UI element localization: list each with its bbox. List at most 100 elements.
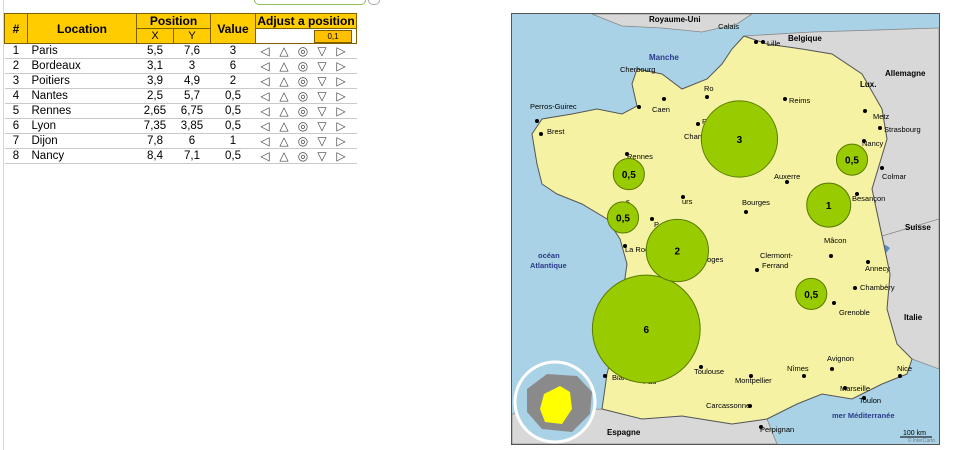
arrow-down-icon[interactable]: ▽ — [317, 104, 327, 118]
row-header-edge — [3, 0, 4, 450]
cell-value: 1 — [210, 133, 256, 149]
city-dot — [755, 268, 759, 272]
map-france: Royaume-Uni Belgique Lux. Allemagne Suisse It… — [511, 13, 940, 445]
cell-y: 5,7 — [173, 88, 211, 104]
city-label-nimes: Nîmes — [787, 364, 809, 373]
arrow-center-icon[interactable]: ◎ — [297, 74, 309, 88]
arrow-right-icon[interactable]: ▷ — [336, 59, 346, 73]
arrow-right-icon[interactable]: ▷ — [336, 119, 346, 133]
arrow-down-icon[interactable]: ▽ — [317, 59, 327, 73]
arrow-left-icon[interactable]: ◁ — [260, 119, 270, 133]
arrow-up-icon[interactable]: △ — [279, 134, 289, 148]
option-control-top[interactable] — [368, 0, 380, 5]
city-label-macon: Mâcon — [824, 236, 847, 245]
arrow-up-icon[interactable]: △ — [279, 74, 289, 88]
arrow-up-icon[interactable]: △ — [279, 59, 289, 73]
arrow-center-icon[interactable]: ◎ — [297, 104, 309, 118]
arrow-up-icon[interactable]: △ — [279, 89, 289, 103]
arrow-down-icon[interactable]: ▽ — [317, 44, 327, 58]
cell-location: Lyon — [27, 118, 137, 134]
country-label-belgique: Belgique — [788, 34, 822, 43]
cell-x: 5,5 — [136, 43, 174, 59]
cell-num: 4 — [4, 88, 28, 104]
arrow-center-icon[interactable]: ◎ — [297, 89, 309, 103]
arrow-left-icon[interactable]: ◁ — [260, 89, 270, 103]
arrow-down-icon[interactable]: ▽ — [317, 74, 327, 88]
city-dot — [754, 40, 758, 44]
city-label-perpignan: Perpignan — [760, 425, 794, 434]
header-value: Value — [210, 13, 256, 44]
cell-value: 2 — [210, 73, 256, 89]
sea-label-manche: Manche — [649, 53, 679, 62]
arrow-right-icon[interactable]: ▷ — [336, 74, 346, 88]
bubble-value-label: 1 — [826, 201, 832, 212]
arrow-center-icon[interactable]: ◎ — [297, 44, 309, 58]
cell-value: 3 — [210, 43, 256, 59]
cell-value: 6 — [210, 58, 256, 74]
adjust-controls: ◁ △ ◎ ▽ ▷ — [255, 103, 357, 119]
arrow-down-icon[interactable]: ▽ — [317, 119, 327, 133]
header-location: Location — [27, 13, 137, 44]
city-label-clermont2: Ferrand — [762, 261, 788, 270]
country-label-espagne: Espagne — [607, 428, 641, 437]
city-label-tours: urs — [682, 197, 693, 206]
arrow-left-icon[interactable]: ◁ — [260, 74, 270, 88]
city-label-montpellier: Montpellier — [735, 376, 772, 385]
table-row: 8 Nancy 8,4 7,1 0,5 ◁ △ ◎ ▽ ▷ — [4, 148, 357, 164]
city-label-metz: Metz — [873, 112, 890, 121]
arrow-center-icon[interactable]: ◎ — [297, 149, 309, 163]
arrow-right-icon[interactable]: ▷ — [336, 149, 346, 163]
cell-location: Poitiers — [27, 73, 137, 89]
adjust-controls: ◁ △ ◎ ▽ ▷ — [255, 118, 357, 134]
header-y: Y — [173, 28, 211, 44]
adjust-controls: ◁ △ ◎ ▽ ▷ — [255, 88, 357, 104]
arrow-down-icon[interactable]: ▽ — [317, 149, 327, 163]
cell-y: 4,9 — [173, 73, 211, 89]
arrow-right-icon[interactable]: ▷ — [336, 89, 346, 103]
arrow-up-icon[interactable]: △ — [279, 44, 289, 58]
form-control-top[interactable] — [254, 0, 366, 5]
value-bubble — [612, 158, 645, 191]
cell-num: 3 — [4, 73, 28, 89]
arrow-center-icon[interactable]: ◎ — [297, 59, 309, 73]
arrow-down-icon[interactable]: ▽ — [317, 134, 327, 148]
table-row: 3 Poitiers 3,9 4,9 2 ◁ △ ◎ ▽ ▷ — [4, 73, 357, 89]
city-label-nantes: s — [626, 197, 630, 206]
arrow-right-icon[interactable]: ▷ — [336, 134, 346, 148]
bubble-value-label: 0,5 — [804, 290, 818, 301]
table-row: 1 Paris 5,5 7,6 3 ◁ △ ◎ ▽ ▷ — [4, 43, 357, 59]
arrow-down-icon[interactable]: ▽ — [317, 89, 327, 103]
table-row: 7 Dijon 7,8 6 1 ◁ △ ◎ ▽ ▷ — [4, 133, 357, 149]
city-label-toulouse: Toulouse — [694, 367, 724, 376]
step-input[interactable]: 0,1 — [314, 30, 352, 43]
city-dot — [650, 217, 654, 221]
arrow-left-icon[interactable]: ◁ — [260, 104, 270, 118]
city-dot — [749, 374, 753, 378]
arrow-right-icon[interactable]: ▷ — [336, 44, 346, 58]
city-dot — [623, 244, 627, 248]
arrow-center-icon[interactable]: ◎ — [297, 119, 309, 133]
city-label-annecy: Annecy — [865, 264, 890, 273]
city-label-perros: Perros-Guirec — [530, 102, 577, 111]
city-dot — [696, 122, 700, 126]
city-dot — [761, 40, 765, 44]
city-label-colmar: Colmar — [882, 172, 907, 181]
city-dot — [748, 404, 752, 408]
arrow-up-icon[interactable]: △ — [279, 149, 289, 163]
arrow-right-icon[interactable]: ▷ — [336, 104, 346, 118]
cell-num: 8 — [4, 148, 28, 164]
cell-x: 7,35 — [136, 118, 174, 134]
bubble-value-label: 6 — [644, 325, 650, 336]
city-label-rouen: Ro — [704, 84, 714, 93]
arrow-up-icon[interactable]: △ — [279, 104, 289, 118]
arrow-up-icon[interactable]: △ — [279, 119, 289, 133]
arrow-left-icon[interactable]: ◁ — [260, 59, 270, 73]
arrow-center-icon[interactable]: ◎ — [297, 134, 309, 148]
city-label-nice: Nice — [897, 364, 912, 373]
arrow-left-icon[interactable]: ◁ — [260, 149, 270, 163]
arrow-left-icon[interactable]: ◁ — [260, 44, 270, 58]
city-dot — [539, 132, 543, 136]
arrow-left-icon[interactable]: ◁ — [260, 134, 270, 148]
adjust-controls: ◁ △ ◎ ▽ ▷ — [255, 148, 357, 164]
map-credit: © InterCarto — [908, 437, 936, 444]
